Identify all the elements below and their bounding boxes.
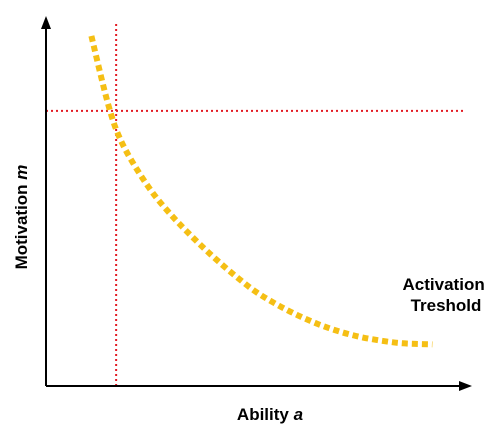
series-layer (88, 35, 433, 348)
x-axis-arrowhead (459, 381, 472, 391)
y-axis-label: Motivation m (12, 165, 31, 270)
axes (41, 16, 472, 391)
y-axis-arrowhead (41, 16, 51, 29)
activation-threshold-curve (88, 35, 433, 348)
x-axis-label: Ability a (237, 405, 303, 424)
reference-lines (46, 24, 466, 386)
series-label: Activation Treshold (403, 275, 490, 315)
